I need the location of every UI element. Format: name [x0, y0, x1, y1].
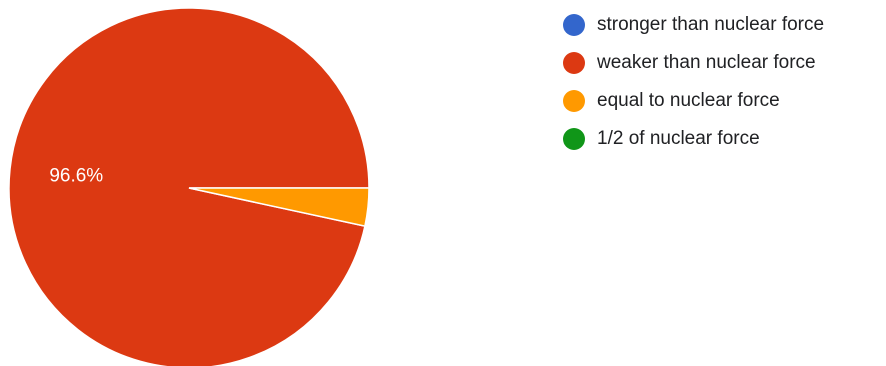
- legend-item-4[interactable]: 1/2 of nuclear force: [563, 122, 824, 156]
- legend-swatch: [563, 128, 585, 150]
- legend: stronger than nuclear force weaker than n…: [563, 8, 824, 160]
- legend-item-1[interactable]: stronger than nuclear force: [563, 8, 824, 42]
- slice-data-label: 96.6%: [49, 165, 103, 186]
- legend-label: equal to nuclear force: [597, 90, 780, 111]
- legend-swatch: [563, 14, 585, 36]
- legend-swatch: [563, 52, 585, 74]
- legend-label: weaker than nuclear force: [597, 52, 816, 73]
- legend-label: 1/2 of nuclear force: [597, 128, 760, 149]
- pie-chart-plot: 96.6%: [8, 7, 370, 366]
- legend-item-3[interactable]: equal to nuclear force: [563, 84, 824, 118]
- pie-slice-2[interactable]: [8, 7, 370, 366]
- legend-label: stronger than nuclear force: [597, 14, 825, 35]
- legend-swatch: [563, 90, 585, 112]
- legend-item-2[interactable]: weaker than nuclear force: [563, 46, 824, 80]
- pie-slice-3[interactable]: [188, 187, 370, 228]
